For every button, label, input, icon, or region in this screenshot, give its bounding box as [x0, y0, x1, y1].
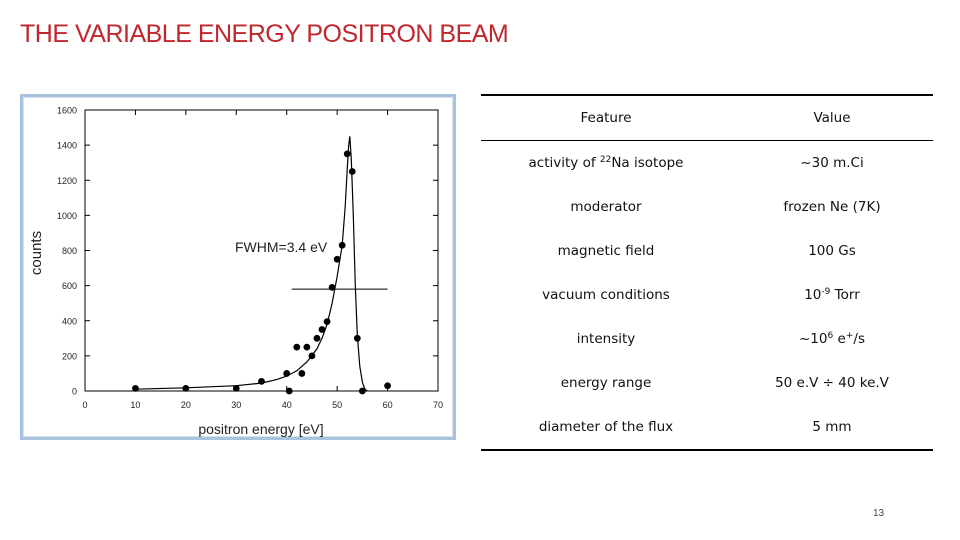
data-point [328, 283, 336, 291]
feature-cell: activity of 22Na isotope [528, 155, 684, 171]
data-point [313, 334, 321, 342]
data-point [285, 387, 293, 395]
data-point [232, 384, 240, 392]
data-point [258, 377, 265, 385]
data-point [333, 255, 341, 263]
value-cell: 10-9 Torr [804, 287, 860, 303]
y-tick-label: 0 [72, 387, 77, 397]
table-row: energy range 50 e.V ÷ 40 ke.V [481, 361, 933, 405]
y-tick-label: 1000 [57, 211, 77, 221]
table-row: intensity ~106 e+/s [481, 317, 933, 361]
y-tick-label: 200 [62, 351, 77, 361]
x-tick-label: 70 [433, 400, 443, 410]
value-cell: ~106 e+/s [799, 331, 865, 347]
table-row: activity of 22Na isotope ~30 m.Ci [481, 141, 933, 186]
data-point [303, 343, 311, 351]
y-tick-label: 400 [62, 316, 77, 326]
y-tick-label: 1400 [57, 141, 77, 151]
feature-table: Feature Value activity of 22Na isotope ~… [481, 94, 933, 451]
data-point [323, 318, 331, 326]
data-point [343, 150, 351, 158]
feature-cell: intensity [576, 331, 636, 347]
data-point [132, 384, 139, 392]
table-row: magnetic field 100 Gs [481, 229, 933, 273]
data-point [182, 384, 190, 392]
fit-curve [135, 136, 368, 392]
value-cell: frozen Ne (7K) [783, 199, 881, 215]
x-tick-label: 50 [332, 400, 342, 410]
data-point [308, 352, 316, 360]
data-point [283, 370, 291, 377]
feature-cell: magnetic field [557, 243, 655, 259]
x-tick-label: 20 [181, 400, 191, 410]
x-tick-label: 40 [282, 400, 292, 410]
y-tick-label: 800 [62, 246, 77, 256]
table-row: vacuum conditions 10-9 Torr [481, 273, 933, 317]
y-tick-label: 600 [62, 281, 77, 291]
feature-cell: diameter of the flux [481, 405, 731, 451]
x-tick-label: 10 [130, 400, 140, 410]
header-feature: Feature [481, 95, 731, 141]
x-axis-label: positron energy [eV] [198, 421, 323, 437]
x-tick-label: 60 [383, 400, 393, 410]
energy-spectrum-chart: 0 200 400 600 800 1000 1200 1400 1600 0 10 20 30 40 50… [28, 106, 443, 438]
value-cell: 50 e.V ÷ 40 ke.V [775, 375, 889, 391]
y-tick-label: 1200 [57, 176, 77, 186]
table-row: moderator frozen Ne (7K) [481, 185, 933, 229]
fwhm-annotation: FWHM=3.4 eV [235, 239, 328, 255]
data-point [353, 334, 361, 342]
y-axis-label: counts [28, 231, 45, 275]
page-number: 13 [873, 508, 885, 519]
data-point [318, 326, 326, 333]
y-tick-label: 1600 [57, 106, 77, 116]
value-cell: 5 mm [731, 405, 933, 451]
x-tick-label: 30 [231, 400, 241, 410]
data-point [348, 168, 356, 175]
table-header-row: Feature Value [481, 95, 933, 141]
x-tick-label: 0 [82, 400, 87, 410]
data-point [338, 241, 346, 249]
table-row: diameter of the flux 5 mm [481, 405, 933, 451]
feature-cell: moderator [570, 199, 642, 215]
slide-title: THE VARIABLE ENERGY POSITRON BEAM [20, 20, 509, 48]
figure-panel: 0 200 400 600 800 1000 1200 1400 1600 0 10 20 30 40 50… [20, 94, 456, 440]
data-point [384, 382, 391, 390]
header-value: Value [731, 95, 933, 141]
feature-cell: vacuum conditions [542, 287, 670, 303]
data-point [358, 387, 366, 395]
data-point [293, 343, 301, 351]
value-cell: ~30 m.Ci [800, 155, 864, 171]
data-point [298, 370, 306, 377]
feature-cell: energy range [560, 375, 652, 391]
value-cell: 100 Gs [808, 243, 856, 259]
